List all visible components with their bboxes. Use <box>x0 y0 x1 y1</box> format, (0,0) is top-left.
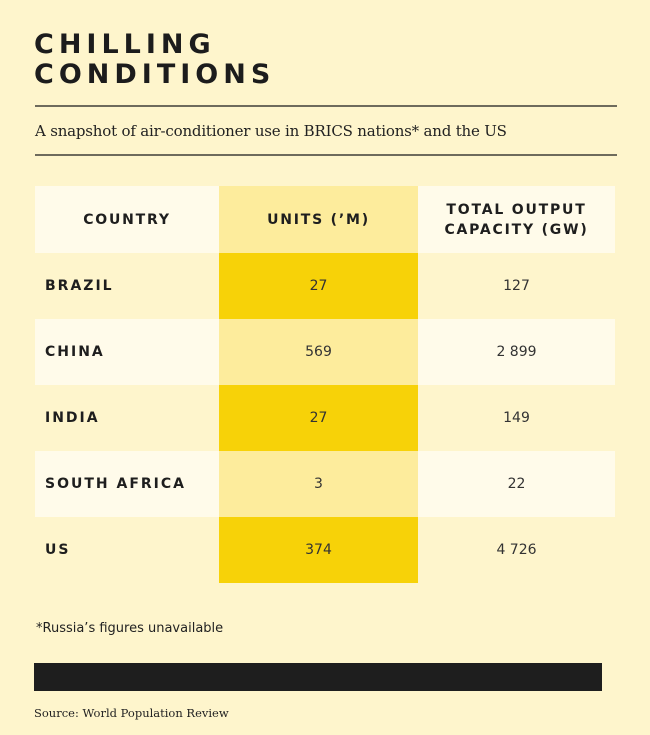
subtitle: A snapshot of air-conditioner use in BRI… <box>35 122 507 140</box>
units-cell: 3 <box>219 451 418 517</box>
data-table: COUNTRY UNITS (’M) TOTAL OUTPUT CAPACITY … <box>35 186 615 583</box>
subtitle-divider <box>35 154 617 156</box>
table-row: US 374 4 726 <box>35 517 615 583</box>
title-line-2: CONDITIONS <box>34 59 276 90</box>
header-country: COUNTRY <box>35 186 219 253</box>
capacity-cell: 149 <box>503 410 530 426</box>
units-cell: 569 <box>219 319 418 385</box>
title-line-1: CHILLING <box>34 29 216 60</box>
table-row: BRAZIL 27 127 <box>35 253 615 319</box>
country-cell: BRAZIL <box>45 278 114 294</box>
units-cell: 27 <box>219 253 418 319</box>
header-units: UNITS (’M) <box>219 186 418 253</box>
header-capacity: TOTAL OUTPUT CAPACITY (GW) <box>418 186 615 253</box>
table-row: CHINA 569 2 899 <box>35 319 615 385</box>
table-row: INDIA 27 149 <box>35 385 615 451</box>
country-cell: CHINA <box>35 319 219 385</box>
country-cell: INDIA <box>45 410 100 426</box>
capacity-cell: 22 <box>418 451 615 517</box>
capacity-cell: 4 726 <box>496 542 537 558</box>
table-row: SOUTH AFRICA 3 22 <box>35 451 615 517</box>
capacity-cell: 2 899 <box>418 319 615 385</box>
chart-title: CHILLING CONDITIONS <box>34 30 275 90</box>
table-header-row: COUNTRY UNITS (’M) TOTAL OUTPUT CAPACITY … <box>35 186 615 253</box>
header-capacity-line-1: TOTAL OUTPUT <box>446 201 587 218</box>
footnote: *Russia’s figures unavailable <box>36 621 224 636</box>
decorative-black-bar <box>34 663 602 691</box>
capacity-cell: 127 <box>503 278 530 294</box>
units-cell: 27 <box>219 385 418 451</box>
units-cell: 374 <box>219 517 418 583</box>
header-capacity-line-2: CAPACITY (GW) <box>444 221 589 238</box>
source-credit: Source: World Population Review <box>34 706 229 720</box>
country-cell: US <box>45 542 71 558</box>
country-cell: SOUTH AFRICA <box>35 451 219 517</box>
top-divider <box>35 105 617 107</box>
